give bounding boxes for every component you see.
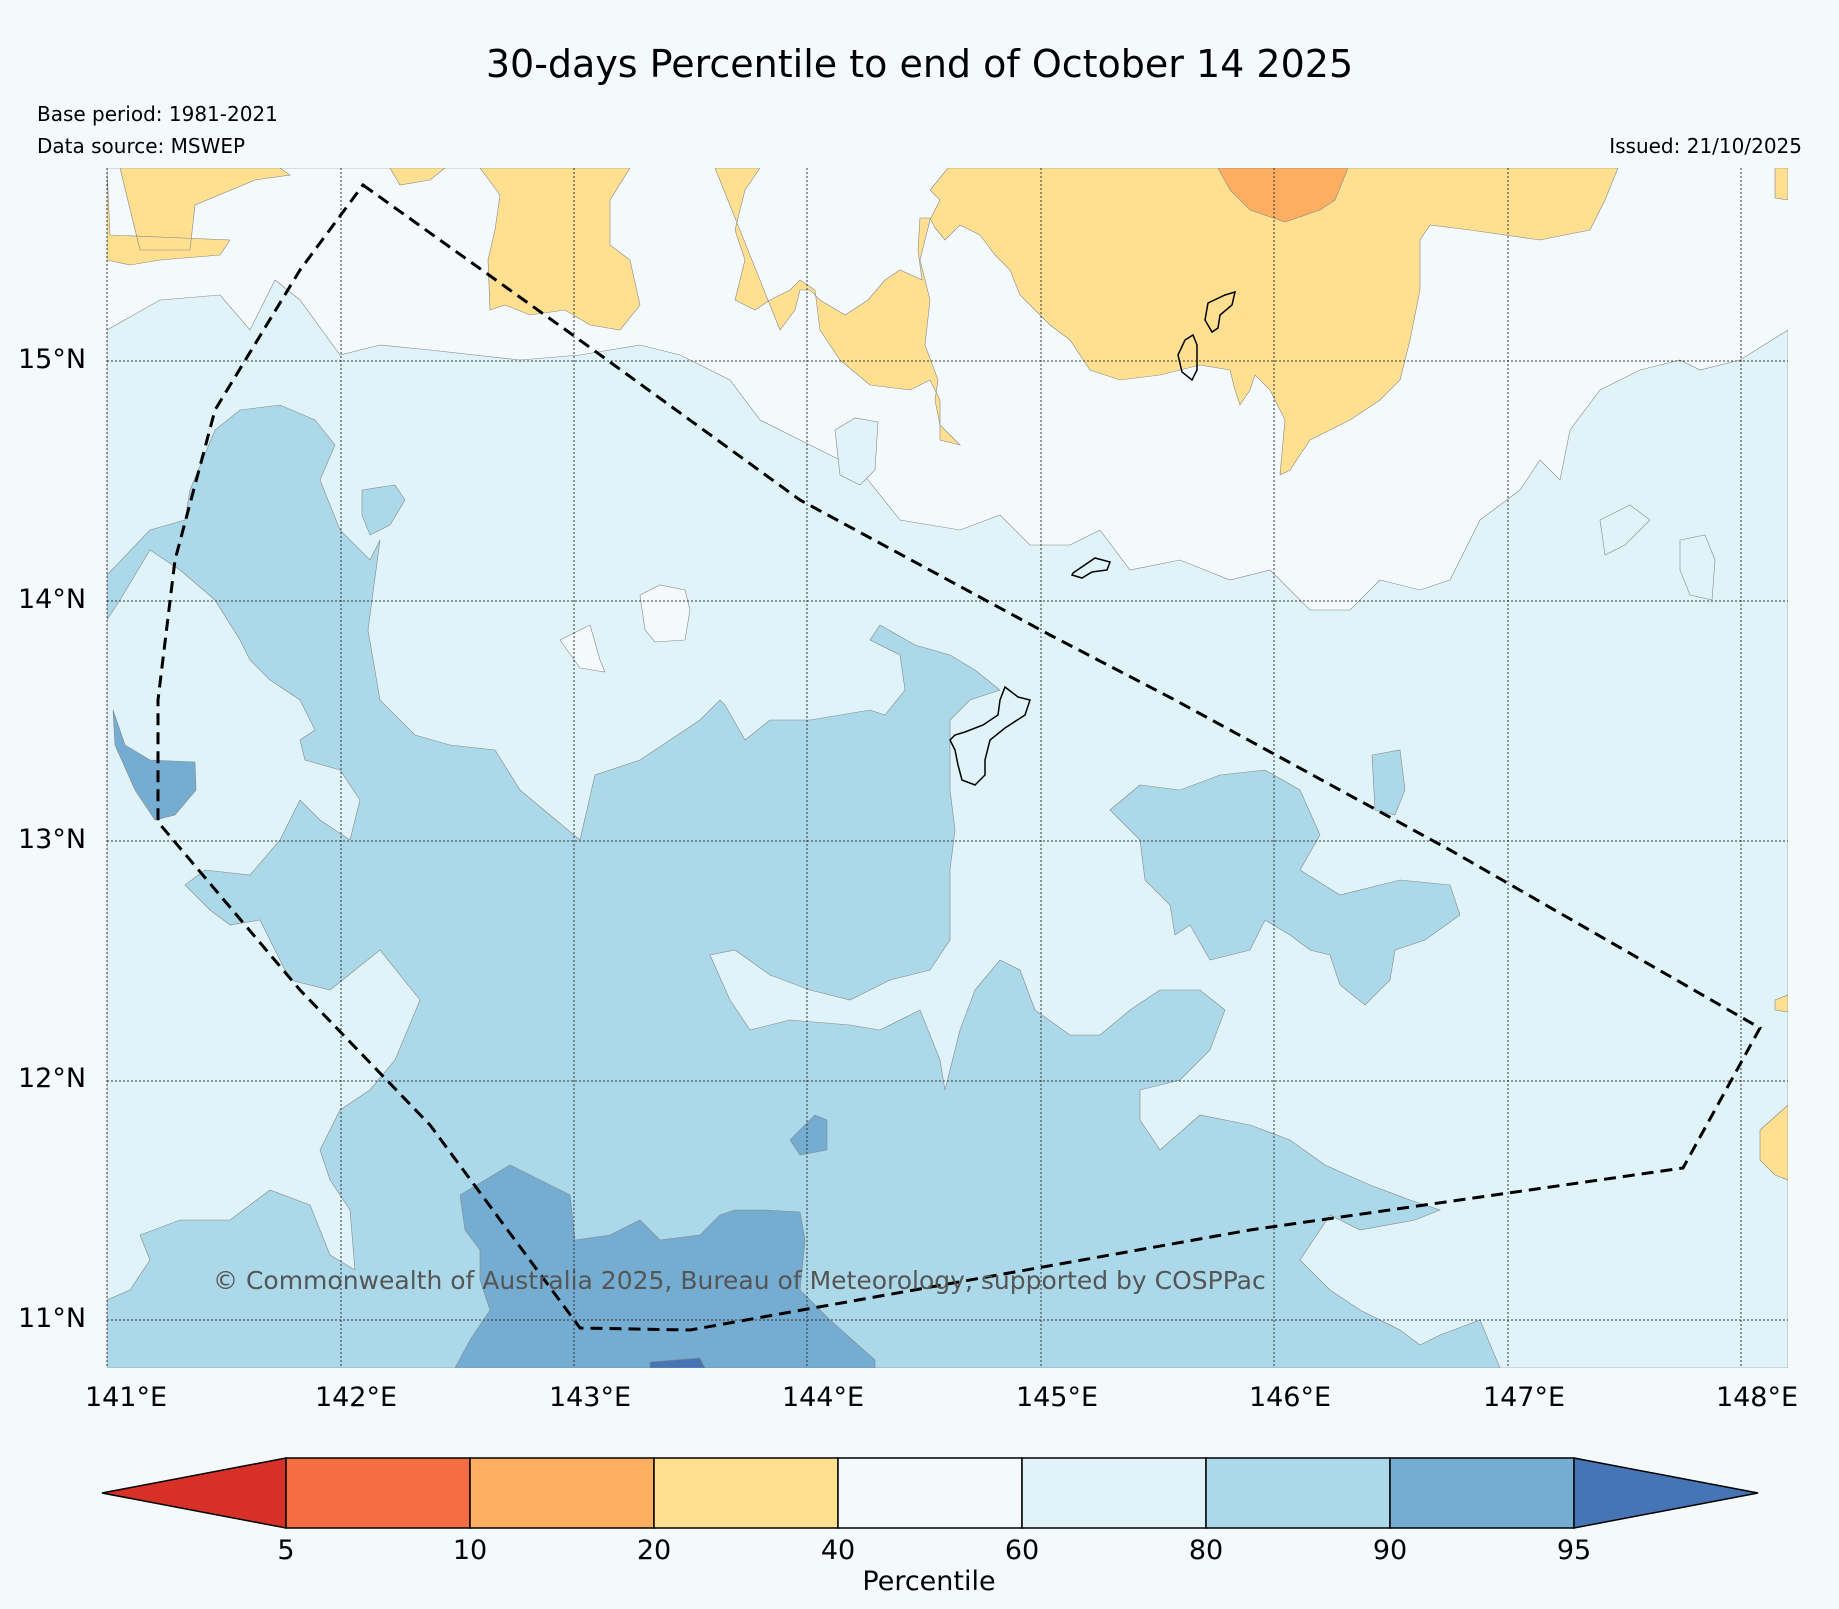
region-90-95-sw [454, 1164, 876, 1368]
colorbar-tick-40: 40 [820, 1535, 856, 1566]
lon-label-147e: 147°E [1482, 1382, 1566, 1413]
data-source-text: Data source: MSWEP [37, 134, 246, 158]
region-80-90-main [107, 404, 1501, 1368]
region-95-plus [649, 1357, 706, 1368]
colorbar [101, 1457, 1759, 1529]
region-80-90-east2 [1371, 749, 1406, 816]
colorbar-tick-80: 80 [1188, 1535, 1224, 1566]
colorbar-tick-10: 10 [452, 1535, 488, 1566]
map-title: 30-days Percentile to end of October 14 … [485, 42, 1354, 86]
region-90-95-w [112, 709, 197, 821]
colorbar-upper-extension [1573, 1457, 1759, 1529]
lon-label-141e: 141°E [84, 1382, 168, 1413]
lat-label-12n: 12°N [18, 1063, 87, 1094]
colorbar-seg-10-20 [469, 1457, 655, 1529]
region-90-95-c [789, 1114, 828, 1156]
lon-label-143e: 143°E [548, 1382, 632, 1413]
colorbar-seg-40-60 [837, 1457, 1023, 1529]
region-20-40-n [714, 168, 1619, 476]
region-20-40-ne [1774, 168, 1788, 201]
lon-label-148e: 148°E [1715, 1382, 1799, 1413]
colorbar-title: Percentile [862, 1566, 996, 1597]
eez-boundary-dashed [156, 182, 1763, 1332]
colorbar-seg-90-95 [1389, 1457, 1575, 1529]
colorbar-seg-20-40 [653, 1457, 839, 1529]
lon-label-142e: 142°E [314, 1382, 398, 1413]
issued-date-text: Issued: 21/10/2025 [1609, 134, 1802, 158]
colorbar-tick-5: 5 [277, 1535, 295, 1566]
region-20-40-e2 [1774, 994, 1788, 1013]
lon-label-146e: 146°E [1248, 1382, 1332, 1413]
island-coastlines [949, 290, 1237, 786]
graticule [106, 168, 1788, 1368]
region-10-20 [1217, 168, 1349, 223]
copyright-notice: © Commonwealth of Australia 2025, Bureau… [213, 1266, 1266, 1295]
colorbar-tick-95: 95 [1556, 1535, 1592, 1566]
colorbar-lower-extension [101, 1457, 287, 1529]
region-80-90-n [361, 484, 406, 536]
colorbar-tick-60: 60 [1004, 1535, 1040, 1566]
island-north-1 [1204, 290, 1237, 334]
colorbar-seg-80-90 [1205, 1457, 1391, 1529]
guam-island [949, 685, 1031, 786]
island-north-2 [1177, 333, 1198, 382]
colorbar-seg-5-10 [285, 1457, 471, 1529]
lon-label-145e: 145°E [1015, 1382, 1099, 1413]
region-80-90-east [1109, 769, 1461, 1006]
lat-label-13n: 13°N [18, 824, 87, 855]
lat-label-11n: 11°N [18, 1303, 87, 1334]
region-20-40-e [1759, 1104, 1788, 1181]
colorbar-seg-60-80 [1021, 1457, 1207, 1529]
lon-label-144e: 144°E [781, 1382, 865, 1413]
rota-island [1070, 557, 1111, 579]
colorbar-tick-20: 20 [636, 1535, 672, 1566]
lat-label-15n: 15°N [18, 344, 87, 375]
lat-label-14n: 14°N [18, 584, 87, 615]
base-period-text: Base period: 1981-2021 [37, 102, 278, 126]
colorbar-tick-90: 90 [1372, 1535, 1408, 1566]
